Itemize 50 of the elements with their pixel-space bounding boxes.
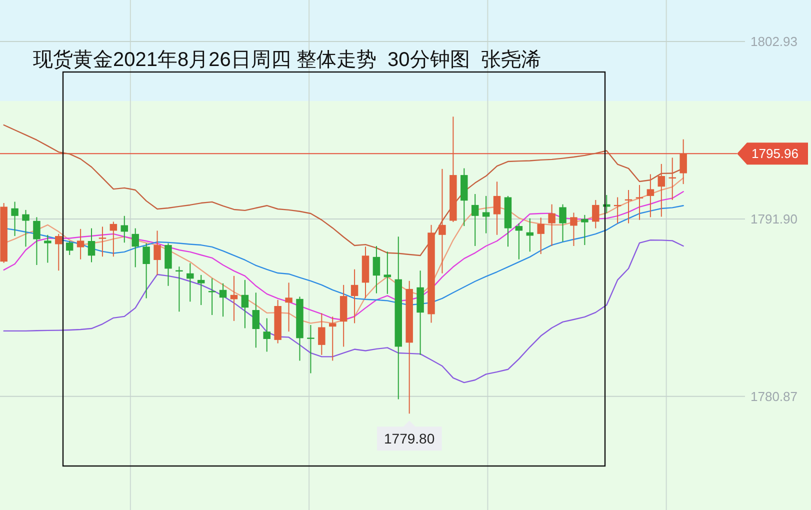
candlestick: [132, 228, 139, 268]
candlestick: [318, 312, 326, 356]
candlestick: [350, 268, 358, 324]
candlestick: [142, 242, 150, 299]
candlestick: [384, 251, 392, 294]
candlestick: [120, 215, 128, 244]
candlestick: [482, 195, 490, 234]
candlestick: [537, 217, 544, 255]
candlestick: [197, 274, 205, 306]
candlestick: [471, 194, 479, 246]
candlestick: [493, 181, 501, 236]
ref-line-label: 1795.96: [752, 146, 798, 162]
candlestick: [263, 318, 270, 352]
candlestick: [658, 163, 666, 218]
candlestick: [219, 282, 227, 318]
text: 现货黄金2021年8月26日周四 整体走势 30分钟图 张尧浠: [33, 49, 541, 71]
candlestick: [646, 174, 654, 218]
candlestick: [636, 184, 644, 220]
candlestick: [252, 292, 260, 348]
candlestick: [581, 214, 588, 246]
candlestick: [548, 204, 556, 246]
candlestick: [372, 245, 380, 294]
candlestick: [66, 240, 74, 256]
candlestick: [559, 204, 566, 242]
y-tick-label: 1802.93: [750, 34, 798, 50]
candlestick: [76, 228, 84, 260]
candlestick: [154, 230, 161, 276]
candlestick: [438, 168, 446, 274]
line-series: [3, 239, 684, 384]
y-tick-label: 1780.87: [750, 388, 798, 404]
candlestick: [98, 226, 106, 258]
candlestick: [22, 209, 30, 248]
candlestick: [33, 216, 40, 266]
candlestick: [88, 228, 96, 263]
candlestick: [515, 222, 523, 260]
candlestick: [11, 201, 18, 237]
candlestick: [241, 279, 249, 329]
candlestick: [592, 199, 600, 229]
candlestick: [307, 324, 314, 374]
y-tick-label: 1791.90: [750, 211, 798, 226]
candlestick: [55, 233, 62, 272]
candlestick: [164, 242, 172, 286]
candlestick: [186, 262, 194, 302]
candlestick: [570, 212, 578, 246]
candlestick: [110, 221, 118, 258]
annotation: 1779.80: [384, 430, 435, 447]
candlestick: [329, 316, 336, 362]
candlestick: [285, 282, 292, 332]
candlestick: [44, 234, 52, 264]
candlestick: [680, 138, 687, 185]
